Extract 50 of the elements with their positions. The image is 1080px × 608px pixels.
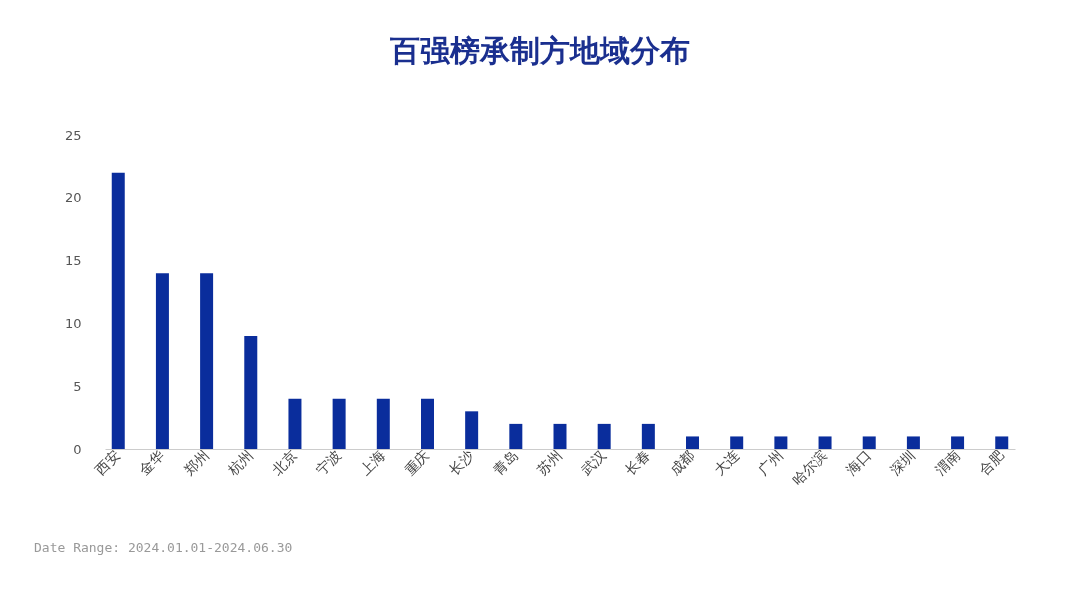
bar	[951, 436, 965, 449]
x-tick-label: 郑州	[180, 447, 212, 479]
x-tick-label: 苏州	[533, 447, 565, 479]
x-tick-label: 金华	[136, 447, 168, 479]
x-tick-label: 西安	[92, 447, 124, 479]
y-tick-label: 10	[64, 315, 82, 331]
x-tick-label: 上海	[357, 447, 389, 479]
y-tick-label: 15	[64, 253, 82, 269]
y-tick-label: 5	[73, 378, 82, 394]
text: Date Range: 2024.01.01-2024.06.30	[34, 540, 293, 555]
bar	[597, 423, 611, 449]
bar	[244, 335, 258, 449]
x-tick-label: 北京	[268, 447, 300, 479]
bar	[155, 273, 169, 449]
x-tick-label: 长沙	[445, 447, 477, 479]
x-tick-label: 宁波	[312, 447, 345, 479]
x-tick-label: 武汉	[578, 447, 610, 479]
bar	[509, 423, 523, 449]
y-tick-label: 20	[64, 190, 82, 206]
bar	[200, 273, 214, 449]
bar	[862, 436, 876, 449]
x-tick-label: 重庆	[401, 447, 433, 479]
bar	[332, 398, 346, 449]
bar	[730, 436, 744, 449]
bar	[641, 423, 655, 449]
x-tick-label: 杭州	[223, 447, 256, 479]
x-tick-label: 合肥	[975, 447, 1007, 479]
x-tick-label: 海口	[843, 447, 875, 479]
bar	[995, 436, 1009, 449]
chart-title: 百强榜承制方地域分布	[389, 33, 690, 68]
y-tick-label: 0	[73, 441, 82, 457]
bar	[465, 411, 479, 449]
bar	[288, 398, 302, 449]
bar	[774, 436, 788, 449]
bar	[376, 398, 390, 449]
x-tick-label: 大连	[710, 447, 742, 479]
bar	[420, 398, 434, 449]
x-tick-label: 渭南	[931, 447, 963, 479]
bar	[906, 436, 920, 449]
x-tick-label: 广州	[754, 447, 786, 479]
x-tick-label: 成都	[666, 447, 698, 479]
bar	[111, 172, 125, 449]
x-tick-label: 青岛	[489, 447, 521, 479]
x-tick-label: 长春	[622, 447, 654, 479]
y-tick-label: 25	[64, 127, 82, 143]
bar	[686, 436, 700, 449]
x-tick-label: 深圳	[887, 447, 919, 479]
bar	[553, 423, 567, 449]
bar	[818, 436, 832, 449]
x-tick-label: 哈尔滨	[788, 447, 830, 489]
